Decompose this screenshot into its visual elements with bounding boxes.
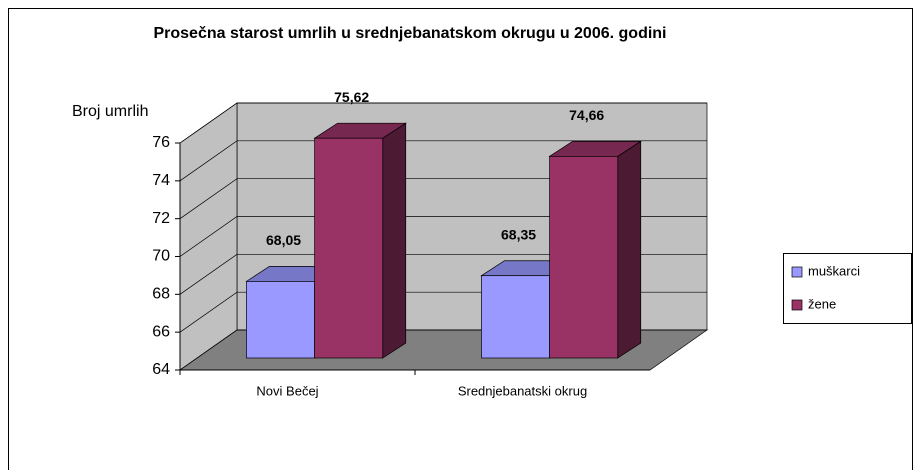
y-tick-label: 64 [152, 361, 170, 378]
legend-box [783, 253, 912, 324]
legend-label: žene [808, 296, 836, 311]
y-tick-label: 70 [152, 248, 170, 265]
chart-title: Prosečna starost umrlih u srednjebanatsk… [153, 25, 667, 42]
y-tick-label: 68 [152, 286, 170, 303]
data-label: 68,05 [266, 232, 301, 248]
grid-line [179, 102, 707, 144]
bar [481, 275, 550, 359]
y-tick-label: 76 [152, 134, 170, 151]
bar-side [617, 140, 642, 359]
legend-swatch [791, 299, 803, 311]
grid-line [179, 140, 707, 182]
y-axis-label: Broj umrlih [72, 103, 148, 120]
legend-swatch [791, 266, 803, 278]
data-label: 74,66 [569, 107, 604, 123]
legend-label: muškarci [808, 263, 860, 278]
y-tick-label: 66 [152, 323, 170, 340]
bar [549, 155, 619, 359]
data-label: 68,35 [501, 226, 536, 242]
x-tick-label: Srednjebanatski okrug [458, 383, 587, 398]
y-tick-label: 72 [152, 210, 170, 227]
x-tick-label: Novi Bečej [256, 383, 318, 398]
y-tick-label: 74 [152, 172, 170, 189]
bar [246, 281, 315, 359]
data-label: 75,62 [334, 89, 369, 105]
bar [314, 137, 384, 359]
bar-side [382, 122, 407, 359]
